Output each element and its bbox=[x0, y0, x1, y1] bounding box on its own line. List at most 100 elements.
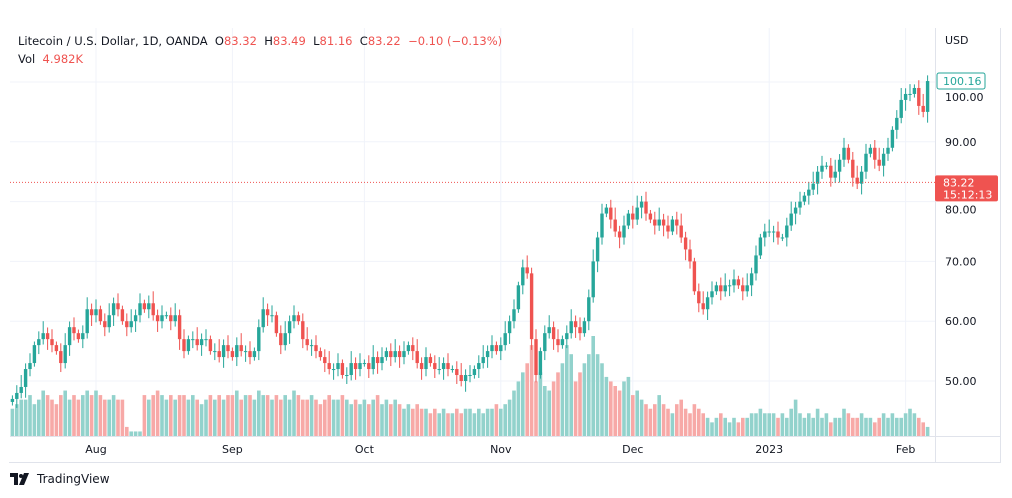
candle-body bbox=[19, 386, 23, 393]
volume-bar bbox=[169, 395, 173, 436]
candle-body bbox=[252, 351, 257, 358]
volume-bar bbox=[32, 404, 37, 436]
candle-body bbox=[873, 147, 877, 160]
volume-bar bbox=[340, 395, 345, 436]
candle-body bbox=[463, 375, 468, 381]
candle-body bbox=[798, 201, 802, 208]
candle-body bbox=[516, 285, 521, 310]
volume-bar bbox=[142, 395, 147, 436]
symbol-title[interactable]: Litecoin / U.S. Dollar, 1D, OANDA bbox=[18, 34, 208, 48]
volume-bar bbox=[116, 399, 120, 436]
volume-bar bbox=[622, 381, 626, 436]
candle-body bbox=[191, 339, 195, 341]
volume-bar bbox=[639, 399, 644, 436]
volume-bar bbox=[895, 417, 899, 436]
candle-body bbox=[785, 225, 789, 238]
brand-name: TradingView bbox=[37, 472, 110, 486]
candle-body bbox=[683, 237, 688, 250]
candle-body bbox=[666, 225, 670, 232]
volume-bar bbox=[815, 408, 820, 436]
candle-body bbox=[908, 93, 912, 95]
candle-body bbox=[793, 207, 798, 214]
volume-bar bbox=[41, 390, 45, 436]
volume-bar bbox=[397, 404, 402, 436]
tradingview-logo[interactable]: TradingView bbox=[10, 472, 110, 486]
candle-body bbox=[925, 81, 930, 112]
volume-bar bbox=[903, 413, 908, 436]
volume-bar bbox=[283, 395, 287, 436]
candle-body bbox=[688, 249, 692, 262]
volume-bar bbox=[437, 413, 441, 436]
volume-bar bbox=[318, 404, 323, 436]
volume-bar bbox=[59, 395, 63, 436]
volume-bar bbox=[543, 386, 547, 436]
volume-bar bbox=[692, 404, 697, 436]
volume-bar bbox=[516, 381, 521, 436]
candle-body bbox=[851, 159, 855, 178]
volume-bar bbox=[67, 399, 72, 436]
candle-body bbox=[714, 285, 719, 292]
candle-body bbox=[547, 327, 551, 334]
volume-bar bbox=[617, 390, 622, 436]
volume-bar bbox=[85, 390, 89, 436]
volume-bar bbox=[314, 399, 318, 436]
candle-body bbox=[318, 351, 323, 358]
volume-bar bbox=[776, 417, 780, 436]
candle-body bbox=[842, 147, 846, 160]
volume-bar bbox=[217, 395, 221, 436]
y-tick-label: 70.00 bbox=[945, 255, 977, 268]
candle-body bbox=[675, 219, 679, 226]
candle-body bbox=[512, 309, 516, 322]
volume-bar bbox=[653, 404, 657, 436]
volume-bar bbox=[837, 417, 842, 436]
candle-body bbox=[771, 231, 776, 233]
volume-value: 4.982K bbox=[42, 52, 83, 66]
volume-bar bbox=[133, 431, 138, 436]
close-value: 83.22 bbox=[367, 34, 401, 48]
candle-body bbox=[160, 315, 164, 322]
candle-body bbox=[653, 219, 657, 226]
volume-bar bbox=[675, 404, 679, 436]
volume-bar bbox=[468, 408, 472, 436]
volume-bar bbox=[771, 413, 776, 436]
candle-body bbox=[890, 129, 895, 148]
candle-body bbox=[626, 213, 631, 226]
y-tick-label: 80.00 bbox=[945, 203, 977, 216]
volume-bar bbox=[890, 413, 895, 436]
volume-bar bbox=[745, 417, 749, 436]
volume-bar bbox=[63, 390, 67, 436]
volume-bar bbox=[336, 399, 340, 436]
candle-body bbox=[32, 345, 37, 364]
volume-bar bbox=[349, 404, 353, 436]
volume-bar bbox=[235, 390, 239, 436]
candle-body bbox=[41, 333, 45, 340]
volume-bar bbox=[538, 372, 543, 436]
volume-bar bbox=[129, 431, 133, 436]
candle-body bbox=[697, 291, 701, 304]
candle-body bbox=[833, 171, 837, 178]
candle-body bbox=[362, 363, 367, 365]
candle-body bbox=[406, 345, 411, 352]
volume-bar bbox=[595, 354, 600, 436]
candle-body bbox=[719, 285, 723, 292]
volume-bar bbox=[525, 363, 529, 436]
candle-body bbox=[72, 327, 76, 334]
candle-body bbox=[604, 207, 609, 214]
candle-body bbox=[499, 345, 503, 352]
candle-body bbox=[94, 309, 98, 316]
candle-body bbox=[103, 321, 107, 328]
volume-bar bbox=[164, 399, 169, 436]
candle-body bbox=[28, 363, 32, 370]
candle-body bbox=[767, 231, 771, 233]
volume-bar bbox=[424, 408, 428, 436]
volume-bar bbox=[472, 413, 477, 436]
volume-bar bbox=[45, 395, 50, 436]
candle-body bbox=[736, 279, 741, 286]
volume-bar bbox=[380, 404, 384, 436]
candle-body bbox=[587, 297, 591, 322]
candle-body bbox=[424, 357, 428, 370]
volume-bar bbox=[103, 399, 107, 436]
volume-bar bbox=[125, 426, 129, 436]
candle-body bbox=[195, 339, 199, 346]
